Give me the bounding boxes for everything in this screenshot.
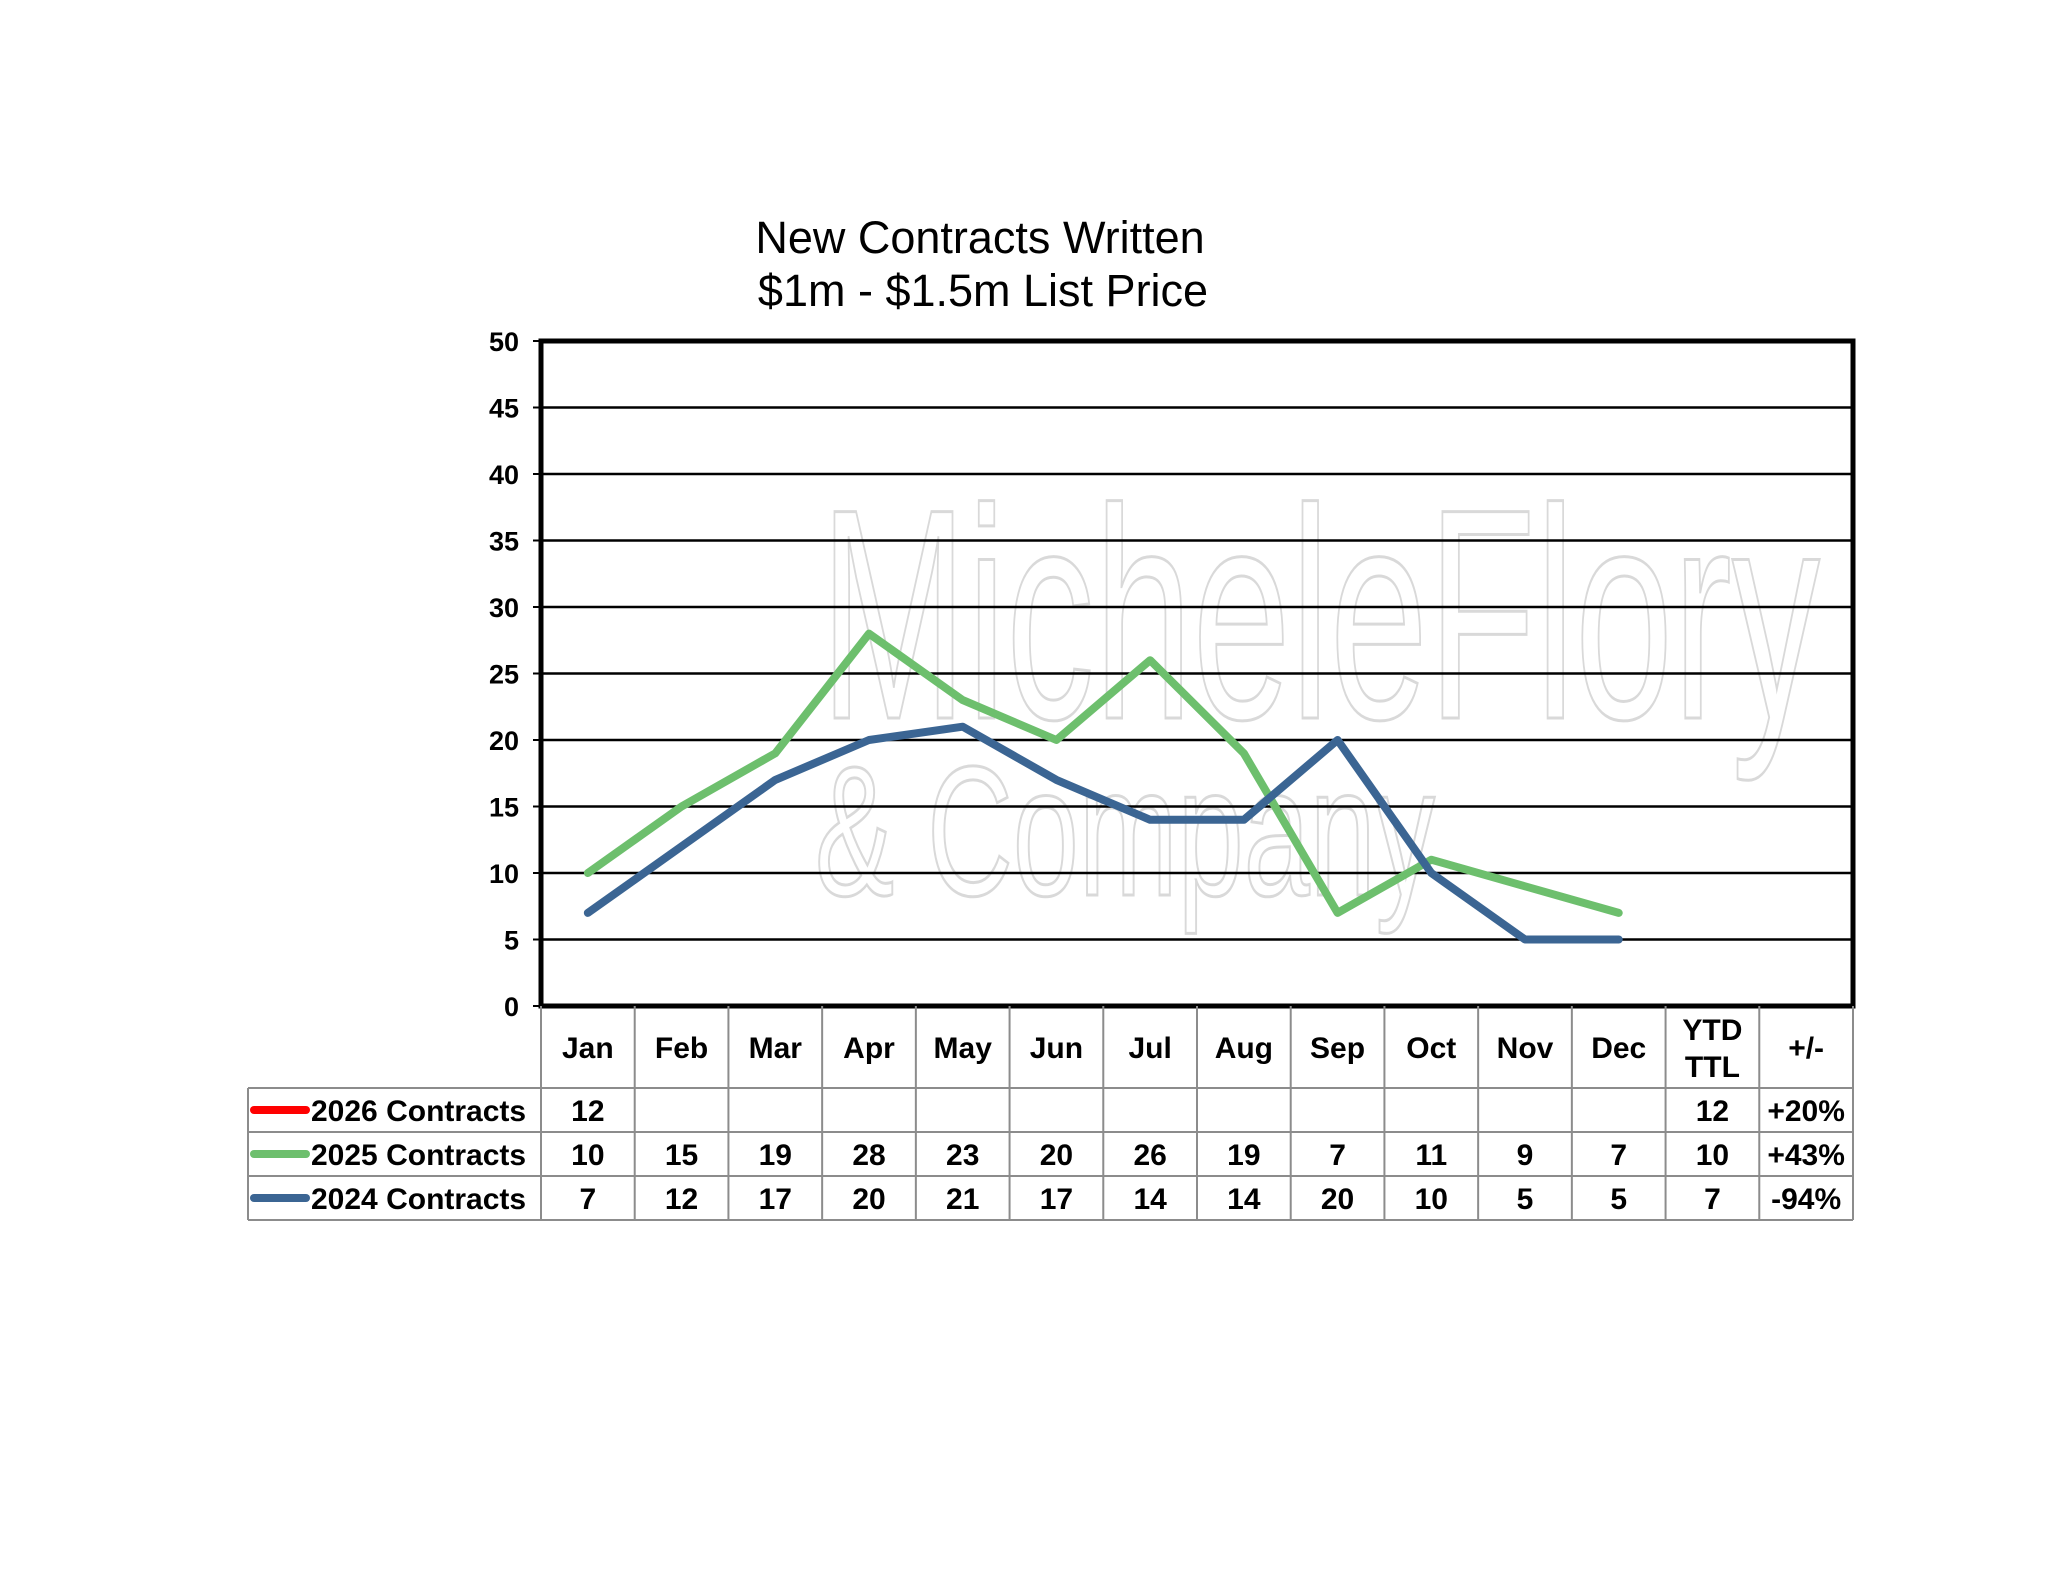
- data-label: 19: [759, 1139, 792, 1172]
- chart-subtitle: $1m - $1.5m List Price: [758, 265, 1208, 316]
- data-label: 19: [1227, 1139, 1260, 1172]
- y-tick-label: 5: [504, 926, 519, 956]
- y-tick-label: 10: [489, 859, 519, 889]
- data-label: 11: [1415, 1139, 1447, 1172]
- data-label: 26: [1133, 1139, 1166, 1172]
- data-label: 14: [1133, 1183, 1167, 1216]
- data-label: 10: [1415, 1183, 1448, 1216]
- data-label: 9: [1517, 1139, 1534, 1172]
- ytd-value: 7: [1704, 1183, 1721, 1216]
- data-table: Jan Feb Mar Apr May Jun Jul Aug Sep Oct Nov Dec YTD T…: [247, 1006, 1854, 1221]
- data-label: 7: [1610, 1139, 1627, 1172]
- ytd-header: YTD: [1682, 1014, 1742, 1047]
- ytd-header: TTL: [1685, 1051, 1740, 1084]
- y-tick-label: 20: [489, 726, 519, 756]
- data-label: 10: [571, 1139, 604, 1172]
- change-value: +43%: [1767, 1139, 1845, 1172]
- data-label: 5: [1517, 1183, 1534, 1216]
- x-tick-label: Nov: [1497, 1032, 1554, 1065]
- data-label: 20: [1040, 1139, 1073, 1172]
- change-header: +/-: [1788, 1032, 1824, 1065]
- y-axis: 0 5 10 15 20 25 30 35 40 45 50: [489, 327, 541, 1022]
- x-tick-label: Dec: [1591, 1032, 1646, 1065]
- data-label: 7: [580, 1183, 597, 1216]
- watermark-name: MicheleFlory: [820, 446, 1820, 784]
- plot-lines: [583, 629, 1623, 944]
- data-label: 23: [946, 1139, 979, 1172]
- x-tick-label: Aug: [1215, 1032, 1273, 1065]
- x-tick-label: Feb: [655, 1032, 708, 1065]
- y-tick-label: 25: [489, 660, 519, 690]
- data-label: 17: [1040, 1183, 1073, 1216]
- data-label: 20: [1321, 1183, 1354, 1216]
- data-label: 12: [665, 1183, 698, 1216]
- data-label: 21: [946, 1183, 979, 1216]
- y-tick-label: 0: [504, 992, 519, 1022]
- x-tick-label: Jan: [562, 1032, 614, 1065]
- data-label: 28: [852, 1139, 885, 1172]
- y-tick-label: 30: [489, 593, 519, 623]
- y-tick-label: 50: [489, 327, 519, 357]
- ytd-value: 10: [1696, 1139, 1729, 1172]
- x-tick-label: May: [934, 1032, 993, 1065]
- change-value: +20%: [1767, 1095, 1845, 1128]
- chart-title: New Contracts Written: [755, 212, 1204, 263]
- data-label: 17: [759, 1183, 792, 1216]
- legend-label: 2024 Contracts: [311, 1183, 526, 1216]
- watermark: MicheleFlory & Company: [814, 445, 1822, 937]
- data-label: 5: [1610, 1183, 1627, 1216]
- series-line-2024: [583, 722, 1623, 944]
- data-label: 12: [571, 1095, 604, 1128]
- y-tick-label: 35: [489, 527, 519, 557]
- x-tick-label: Jul: [1128, 1032, 1171, 1065]
- legend-label: 2025 Contracts: [311, 1139, 526, 1172]
- y-tick-label: 45: [489, 394, 519, 424]
- x-tick-label: Sep: [1310, 1032, 1365, 1065]
- change-value: -94%: [1771, 1183, 1841, 1216]
- ytd-value: 12: [1696, 1095, 1729, 1128]
- y-tick-label: 40: [489, 460, 519, 490]
- data-label: 14: [1227, 1183, 1261, 1216]
- data-label: 20: [852, 1183, 885, 1216]
- data-label: 7: [1329, 1139, 1346, 1172]
- x-tick-label: Oct: [1406, 1032, 1456, 1065]
- x-tick-label: Jun: [1030, 1032, 1083, 1065]
- data-label: 15: [665, 1139, 698, 1172]
- watermark-company: & Company: [815, 729, 1435, 935]
- x-tick-label: Apr: [843, 1032, 895, 1065]
- x-tick-label: Mar: [749, 1032, 803, 1065]
- grid: [541, 406, 1853, 941]
- legend-label: 2026 Contracts: [311, 1095, 526, 1128]
- y-tick-label: 15: [489, 793, 519, 823]
- series-line-2025: [583, 629, 1623, 917]
